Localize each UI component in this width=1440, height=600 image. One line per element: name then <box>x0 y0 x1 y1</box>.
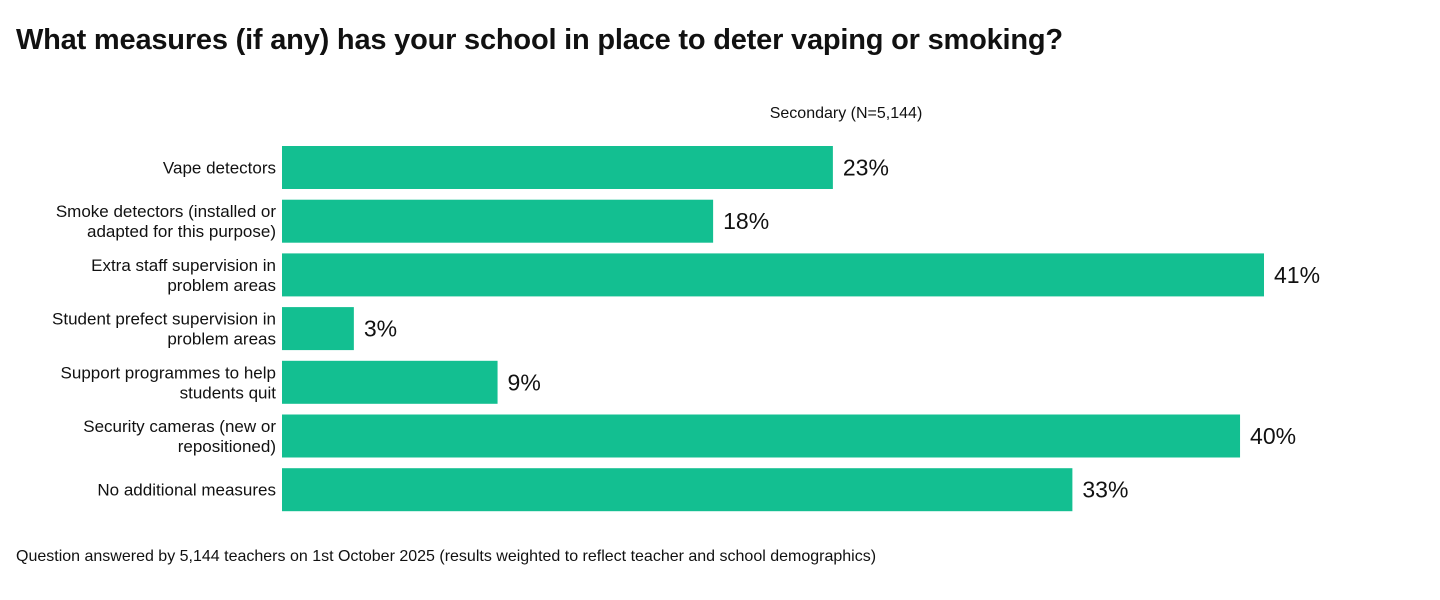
category-label-line: problem areas <box>167 276 276 295</box>
chart-footnote: Question answered by 5,144 teachers on 1… <box>16 548 877 565</box>
bar-2 <box>282 199 714 243</box>
value-label-1: 23% <box>843 155 889 181</box>
value-label-3: 41% <box>1274 262 1320 288</box>
category-label-7: No additional measures <box>97 481 276 500</box>
value-label-6: 40% <box>1250 423 1296 449</box>
category-label-line: students quit <box>180 383 277 402</box>
category-label-1: Vape detectors <box>163 159 276 178</box>
chart-title: What measures (if any) has your school i… <box>16 24 1063 56</box>
category-label-line: Extra staff supervision in <box>91 256 276 275</box>
category-label-line: adapted for this purpose) <box>87 222 276 241</box>
bar-1 <box>282 146 833 189</box>
value-label-4: 3% <box>364 316 397 342</box>
bar-5 <box>282 360 498 404</box>
bar-7 <box>282 468 1073 512</box>
category-label-6: Security cameras (new or repositioned) <box>83 417 276 456</box>
category-label-line: problem areas <box>167 330 276 349</box>
category-label-line: repositioned) <box>178 437 276 456</box>
bar-4 <box>282 307 354 351</box>
category-label-4: Student prefect supervision in problem ar… <box>52 310 276 349</box>
category-label-5: Support programmes to help students quit <box>61 363 277 402</box>
bar-6 <box>282 414 1241 458</box>
bar-3 <box>282 253 1264 297</box>
value-label-5: 9% <box>508 369 541 395</box>
category-label-line: Vape detectors <box>163 159 276 178</box>
category-label-line: Security cameras (new or <box>83 417 276 436</box>
category-label-line: Student prefect supervision in <box>52 310 276 329</box>
category-label-2: Smoke detectors (installed or adapted for… <box>56 202 276 241</box>
category-label-line: Support programmes to help <box>61 363 276 382</box>
series-label: Secondary (N=5,144) <box>770 105 923 122</box>
bars-group: 23% Vape detectors 18% Smoke detectors (ins… <box>52 146 1320 512</box>
category-label-line: Smoke detectors (installed or <box>56 202 276 221</box>
category-label-line: No additional measures <box>97 481 276 500</box>
value-label-7: 33% <box>1082 477 1128 503</box>
category-label-3: Extra staff supervision in problem areas <box>91 256 276 295</box>
value-label-2: 18% <box>723 208 769 234</box>
